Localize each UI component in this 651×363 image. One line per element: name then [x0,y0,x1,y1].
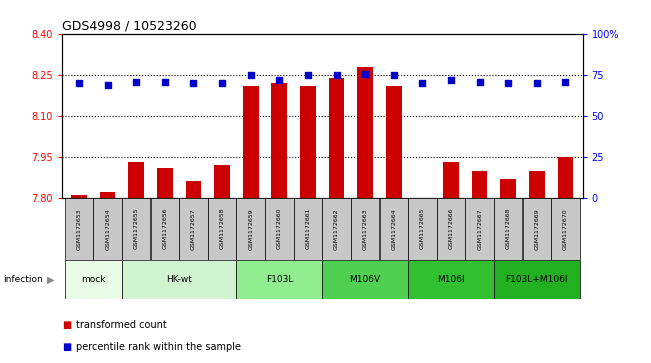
Bar [271,83,287,198]
Point [417,81,428,86]
Bar [186,182,201,198]
Point [245,72,256,78]
FancyBboxPatch shape [294,198,322,260]
FancyBboxPatch shape [64,260,122,299]
FancyBboxPatch shape [322,198,351,260]
Text: mock: mock [81,275,105,284]
FancyBboxPatch shape [437,198,465,260]
Text: GSM1172659: GSM1172659 [248,208,253,249]
FancyBboxPatch shape [494,260,580,299]
Bar [300,86,316,198]
Point [274,77,284,83]
Text: GSM1172665: GSM1172665 [420,208,425,249]
Text: GDS4998 / 10523260: GDS4998 / 10523260 [62,20,197,33]
Point [102,82,113,88]
FancyBboxPatch shape [179,198,208,260]
FancyBboxPatch shape [150,198,179,260]
FancyBboxPatch shape [322,260,408,299]
Point [561,79,571,85]
Text: HK-wt: HK-wt [166,275,192,284]
Bar [71,195,87,198]
Point [74,81,84,86]
Text: GSM1172658: GSM1172658 [219,208,225,249]
Point [532,81,542,86]
Text: transformed count: transformed count [76,320,167,330]
Text: GSM1172670: GSM1172670 [563,208,568,249]
Text: ▶: ▶ [47,274,55,285]
FancyBboxPatch shape [93,198,122,260]
Point [331,72,342,78]
FancyBboxPatch shape [265,198,294,260]
FancyBboxPatch shape [122,260,236,299]
Point [188,81,199,86]
Bar [472,171,488,198]
FancyBboxPatch shape [408,260,494,299]
Point [360,71,370,77]
Bar [501,179,516,198]
Text: M106I: M106I [437,275,465,284]
Text: GSM1172662: GSM1172662 [334,208,339,249]
FancyBboxPatch shape [65,198,93,260]
Bar [529,171,545,198]
Bar [243,86,258,198]
FancyBboxPatch shape [408,198,437,260]
Text: GSM1172660: GSM1172660 [277,208,282,249]
Point [446,77,456,83]
FancyBboxPatch shape [122,198,150,260]
FancyBboxPatch shape [208,198,236,260]
Text: GSM1172653: GSM1172653 [77,208,81,249]
Point [159,79,170,85]
Text: GSM1172666: GSM1172666 [449,208,454,249]
Text: ■: ■ [62,320,71,330]
Text: GSM1172657: GSM1172657 [191,208,196,249]
FancyBboxPatch shape [236,260,322,299]
Point [217,81,227,86]
Text: GSM1172663: GSM1172663 [363,208,368,249]
Text: percentile rank within the sample: percentile rank within the sample [76,342,241,352]
Bar [214,165,230,198]
Text: GSM1172656: GSM1172656 [162,208,167,249]
FancyBboxPatch shape [380,198,408,260]
Bar [157,168,173,198]
FancyBboxPatch shape [465,198,494,260]
Text: GSM1172668: GSM1172668 [506,208,511,249]
FancyBboxPatch shape [494,198,523,260]
Bar [443,162,459,198]
Point [131,79,141,85]
Text: GSM1172655: GSM1172655 [133,208,139,249]
FancyBboxPatch shape [236,198,265,260]
Text: F103L: F103L [266,275,293,284]
FancyBboxPatch shape [551,198,579,260]
Bar [357,67,373,198]
Bar [329,78,344,198]
Point [303,72,313,78]
Text: M106V: M106V [350,275,381,284]
Text: GSM1172669: GSM1172669 [534,208,540,249]
Text: GSM1172664: GSM1172664 [391,208,396,249]
Bar [386,86,402,198]
Text: GSM1172661: GSM1172661 [305,208,311,249]
FancyBboxPatch shape [351,198,380,260]
Text: GSM1172667: GSM1172667 [477,208,482,249]
Text: GSM1172654: GSM1172654 [105,208,110,249]
Bar [100,192,115,198]
Text: F103L+M106I: F103L+M106I [506,275,568,284]
Point [389,72,399,78]
Text: infection: infection [3,275,43,284]
Text: ■: ■ [62,342,71,352]
FancyBboxPatch shape [523,198,551,260]
Point [503,81,514,86]
Point [475,79,485,85]
Bar [128,162,144,198]
Bar [558,157,574,198]
